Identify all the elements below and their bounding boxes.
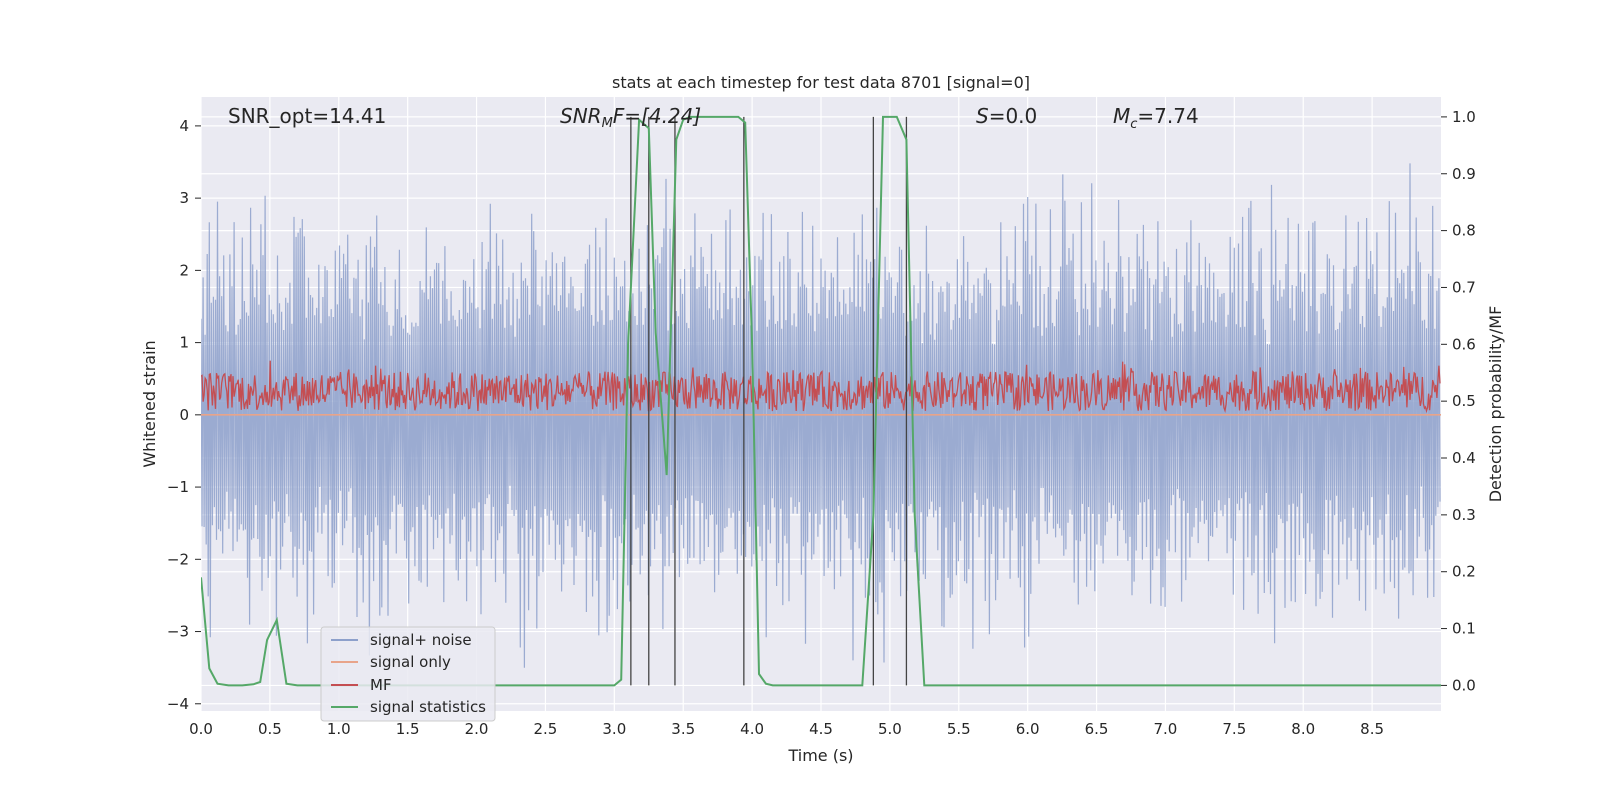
y-axis-ticks: 4 3 2 1 0 −1 −2 −3 −4 (167, 117, 201, 713)
y2-axis-ticks: 1.0 0.9 0.8 0.7 0.6 0.5 0.4 0.3 0.2 0.1 0.0 (1441, 108, 1476, 694)
series-mf (201, 360, 1441, 414)
y2-tick-label: 0.4 (1452, 449, 1476, 467)
x-tick-label: 6.0 (1016, 720, 1040, 738)
x-tick-label: 8.5 (1360, 720, 1384, 738)
x-tick-label: 7.0 (1154, 720, 1178, 738)
y2-tick-label: 1.0 (1452, 108, 1476, 126)
y2-tick-label: 0.2 (1452, 563, 1476, 581)
y-tick-label: −3 (167, 623, 189, 641)
y-tick-label: −1 (167, 478, 189, 496)
y2-tick-label: 0.8 (1452, 222, 1476, 240)
plot-area (200, 97, 1441, 711)
annotation-snr-opt: SNR_opt=14.41 (228, 104, 386, 128)
legend-box (320, 626, 496, 722)
y-tick-label: −2 (167, 550, 189, 568)
x-tick-label: 3.5 (671, 720, 695, 738)
annotation-s: S=0.0 (976, 104, 1037, 128)
x-tick-label: 7.5 (1222, 720, 1246, 738)
legend-label-signal-noise: signal+ noise (370, 631, 472, 649)
annotation-snr-mf: SNRMF=[4.24] (560, 104, 701, 131)
y-tick-label: 4 (179, 117, 189, 135)
y2-axis-label: Detection probability/MF (1486, 306, 1505, 503)
legend-label-mf: MF (370, 676, 392, 694)
x-axis-ticks: 0.0 0.5 1.0 1.5 2.0 2.5 3.0 3.5 4.0 4.5 5.0 5.5 6.0 6… (189, 720, 1384, 738)
x-tick-label: 4.0 (740, 720, 764, 738)
y2-tick-label: 0.9 (1452, 165, 1476, 183)
x-tick-label: 5.0 (878, 720, 902, 738)
y2-tick-label: 0.5 (1452, 392, 1476, 410)
x-tick-label: 4.5 (809, 720, 833, 738)
x-tick-label: 2.0 (465, 720, 489, 738)
x-axis-label: Time (s) (787, 746, 853, 765)
chart-title: stats at each timestep for test data 870… (612, 73, 1030, 92)
x-tick-label: 6.5 (1085, 720, 1109, 738)
y-tick-label: 0 (179, 406, 189, 424)
y2-tick-label: 0.6 (1452, 335, 1476, 353)
x-tick-label: 8.0 (1291, 720, 1315, 738)
legend-label-signal-statistics: signal statistics (370, 698, 486, 716)
y2-tick-label: 0.1 (1452, 620, 1476, 638)
x-tick-label: 1.0 (327, 720, 351, 738)
y-tick-label: −4 (167, 695, 189, 713)
series-signal-statistics (201, 115, 1441, 687)
y-tick-label: 3 (179, 189, 189, 207)
y2-tick-label: 0.0 (1452, 676, 1476, 694)
x-tick-label: 0.5 (258, 720, 282, 738)
legend: signal+ noise signal only MF signal stat… (320, 626, 496, 722)
x-tick-label: 2.5 (534, 720, 558, 738)
legend-label-signal-only: signal only (370, 653, 451, 671)
x-tick-label: 1.5 (396, 720, 420, 738)
x-tick-label: 3.0 (602, 720, 626, 738)
x-tick-label: 5.5 (947, 720, 971, 738)
y2-tick-label: 0.3 (1452, 506, 1476, 524)
series-signal-noise (201, 163, 1441, 668)
y-tick-label: 1 (179, 334, 189, 352)
y-tick-label: 2 (179, 261, 189, 279)
y2-tick-label: 0.7 (1452, 278, 1476, 296)
y-axis-label: Whitened strain (140, 340, 159, 467)
annotation-mc: Mc=7.74 (1113, 104, 1199, 132)
x-tick-label: 0.0 (189, 720, 213, 738)
